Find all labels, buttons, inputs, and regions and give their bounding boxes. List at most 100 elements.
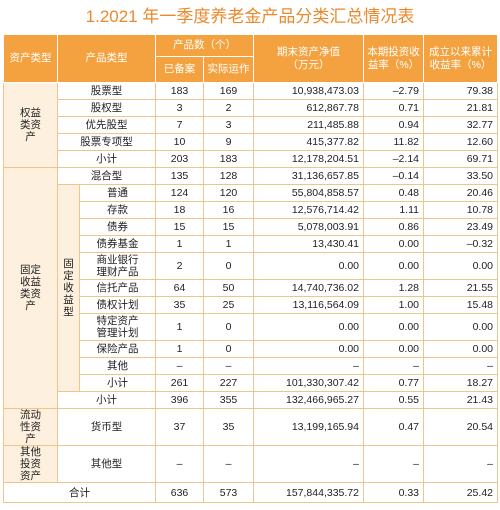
value-cell: –0.32 [423, 235, 498, 253]
header-text: 期末资产净值（万元） [277, 45, 340, 71]
header-cell: 已备案 [155, 56, 204, 83]
value-cell: 9 [203, 133, 254, 151]
value-cell: 15 [155, 218, 204, 236]
product-type-cell: 存款 [79, 201, 156, 219]
value-cell: 120 [203, 184, 254, 202]
value-cell: 7 [155, 116, 204, 134]
product-type-cell: 普通 [79, 184, 156, 202]
value-cell: 33.50 [423, 167, 498, 185]
value-cell: 124 [155, 184, 204, 202]
cell-text: 特定资产管理计划 [96, 315, 139, 339]
table-body: 权益类资产 股票型 183 169 10,938,473.03 –2.79 79.38 股权型… [3, 82, 498, 503]
product-type-cell: 股票型 [57, 82, 156, 100]
value-cell: 1 [155, 340, 204, 358]
value-cell: 21.55 [423, 279, 498, 297]
value-cell: 0.00 [423, 252, 498, 280]
value-cell: 21.43 [423, 391, 498, 409]
table-row: 小计 396 355 132,466,965.27 0.55 21.43 [4, 391, 498, 409]
cell-text: 其他 [107, 360, 128, 372]
product-type-cell: 优先股型 [57, 116, 156, 134]
title: 1.2021 年一季度养老金产品分类汇总情况表 [85, 7, 415, 26]
cell-text: 保险产品 [96, 343, 139, 355]
value-cell: 13,430.41 [253, 235, 364, 253]
product-type-cell: 债权计划 [79, 296, 156, 314]
table-row: 小计 203 183 12,178,204.51 –2.14 69.71 [4, 150, 498, 168]
value-cell: 15.48 [423, 296, 498, 314]
value-cell: 1 [203, 235, 254, 253]
header-cell: 产品类型 [57, 34, 156, 83]
table-row: 股权型 3 2 612,867.78 0.71 21.81 [4, 99, 498, 117]
value-cell: – [423, 445, 498, 483]
value-cell: 1 [155, 235, 204, 253]
cell-text: 固定收益型 [63, 258, 74, 318]
asset-type-cell: 固定收益类资产 [3, 167, 58, 409]
product-type-cell: 小计 [57, 391, 156, 409]
value-cell: 169 [203, 82, 254, 100]
value-cell: – [203, 445, 254, 483]
value-cell: 3 [155, 99, 204, 117]
value-cell: 211,485.88 [253, 116, 364, 134]
value-cell: 0.47 [363, 408, 424, 446]
asset-type-cell: 其他投资资产 [3, 445, 58, 483]
value-cell: 0.00 [363, 235, 424, 253]
value-cell: 203 [155, 150, 204, 168]
value-cell: 0.00 [253, 313, 364, 341]
header-cell: 产品数（个） [155, 34, 254, 57]
value-cell: 0 [203, 252, 254, 280]
value-cell: 1.11 [363, 201, 424, 219]
value-cell: 0 [203, 313, 254, 341]
value-cell: 12.60 [423, 133, 498, 151]
value-cell: 12,576,714.42 [253, 201, 364, 219]
product-type-cell: 货币型 [57, 408, 156, 446]
cell-text: 流动性资产 [20, 409, 41, 445]
header-cell: 期末资产净值（万元） [253, 34, 364, 83]
value-cell: 37 [155, 408, 204, 446]
value-cell: 10 [155, 133, 204, 151]
value-cell: – [155, 357, 204, 375]
value-cell: – [253, 357, 364, 375]
total-row: 合计 636 573 157,844,335.72 0.33 25.42 [3, 482, 498, 503]
value-cell: 20.54 [423, 408, 498, 446]
table-row: 存款 18 16 12,576,714.42 1.11 10.78 [4, 201, 498, 219]
value-cell: 0.77 [363, 374, 424, 392]
value-cell: 35 [155, 296, 204, 314]
value-cell: 35 [203, 408, 254, 446]
value-cell: 0.00 [423, 313, 498, 341]
value-cell: 1.28 [363, 279, 424, 297]
value-cell: 183 [155, 82, 204, 100]
value-cell: 0.00 [363, 252, 424, 280]
value-cell: 15 [203, 218, 254, 236]
value-cell: 21.81 [423, 99, 498, 117]
cell-text: 商业银行理财产品 [96, 254, 139, 278]
value-cell: 157,844,335.72 [253, 482, 364, 503]
value-cell: 20.46 [423, 184, 498, 202]
value-cell: 101,330,307.42 [253, 374, 364, 392]
table-row: 流动性资产 货币型 37 35 13,199,165.94 0.47 20.54 [3, 408, 498, 446]
cell-text: 其他投资资产 [20, 446, 41, 482]
value-cell: 18.27 [423, 374, 498, 392]
cell-text: 存款 [107, 204, 128, 216]
value-cell: 573 [203, 482, 254, 503]
cell-text: 权益类资产 [20, 107, 41, 143]
value-cell: 10,938,473.03 [253, 82, 364, 100]
value-cell: 55,804,858.57 [253, 184, 364, 202]
table-row: 权益类资产 股票型 183 169 10,938,473.03 –2.79 79.38 [3, 82, 498, 168]
value-cell: –2.14 [363, 150, 424, 168]
value-cell: 16 [203, 201, 254, 219]
table-row: 其他投资资产 其他型 – – – – – [3, 445, 498, 483]
product-type-cell: 小计 [57, 150, 156, 168]
value-cell: 11.82 [363, 133, 424, 151]
value-cell: 50 [203, 279, 254, 297]
table-row: 股票专项型 10 9 415,377.82 11.82 12.60 [4, 133, 498, 151]
value-cell: 355 [203, 391, 254, 409]
value-cell: – [423, 357, 498, 375]
table-row: 优先股型 7 3 211,485.88 0.94 32.77 [4, 116, 498, 134]
cell-text: 债券基金 [96, 238, 139, 250]
product-type-cell: 小计 [79, 374, 156, 392]
value-cell: 10.78 [423, 201, 498, 219]
table-row: 固定收益类资产 混合型 135 128 31,136,657.85 –0.14 33.50 [3, 167, 498, 409]
header-cell: 本期投资收益率（%） [363, 34, 424, 83]
value-cell: 135 [155, 167, 204, 185]
value-cell: 0.00 [253, 340, 364, 358]
